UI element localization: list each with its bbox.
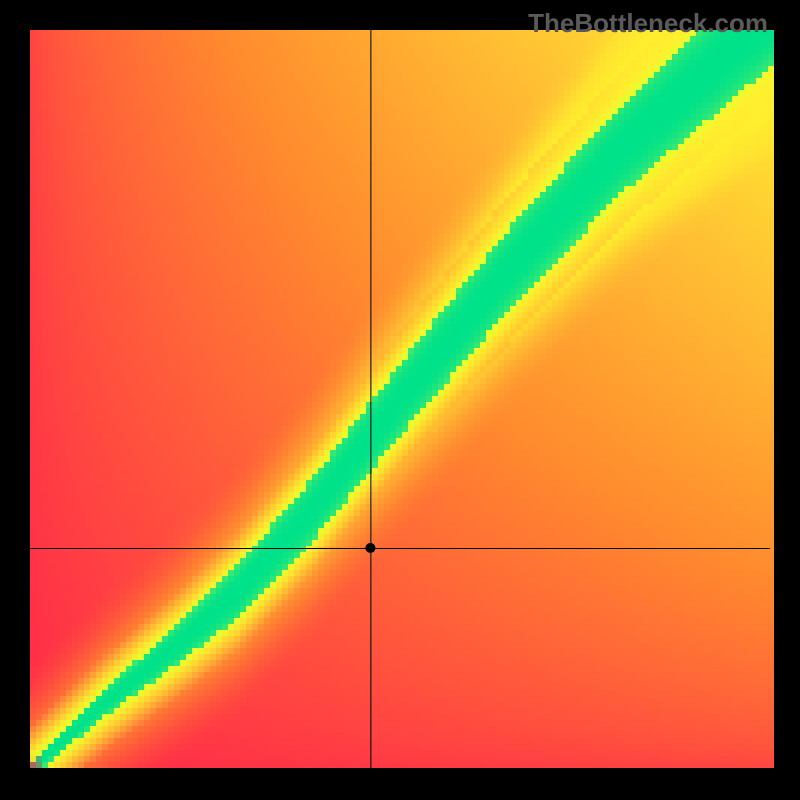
heatmap-canvas: [0, 0, 800, 800]
bottleneck-heatmap: TheBottleneck.com: [0, 0, 800, 800]
